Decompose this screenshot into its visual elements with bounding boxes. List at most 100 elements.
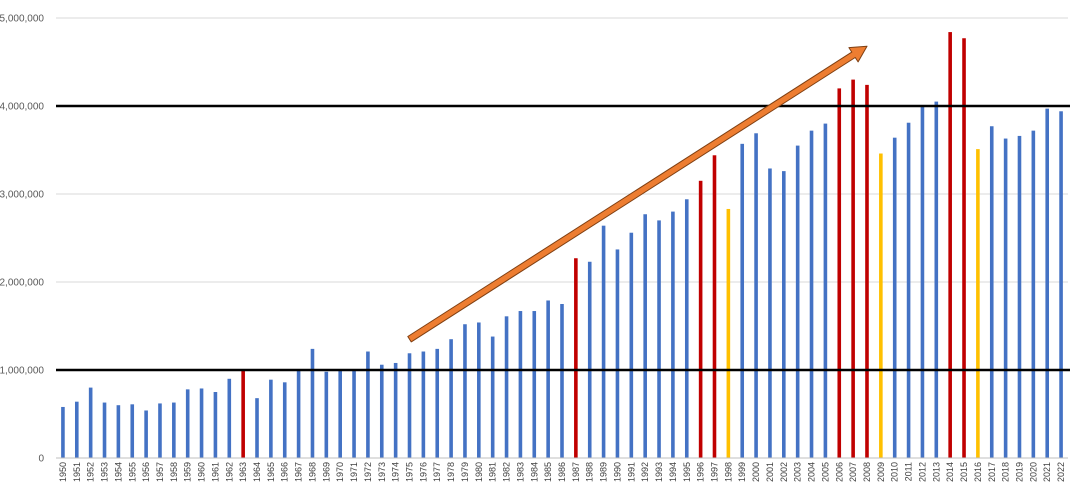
bar-1996: [698, 180, 703, 459]
bar-1998: [726, 208, 731, 458]
bar-1961: [213, 392, 218, 458]
bar-2012: [920, 105, 925, 459]
bar-2018: [1003, 138, 1008, 458]
x-tick-label: 1953: [100, 462, 110, 482]
x-tick-label: 2013: [931, 462, 941, 482]
trend-arrow: [407, 45, 868, 343]
y-tick-label: 2,000,000: [0, 278, 44, 289]
reference-lines: [56, 104, 1070, 372]
x-tick-label: 1997: [709, 462, 719, 482]
y-tick-label: 5,000,000: [0, 14, 44, 25]
bar-1962: [227, 378, 232, 458]
x-tick-label: 1988: [585, 462, 595, 482]
bar-1951: [74, 401, 79, 458]
bar-1985: [546, 300, 550, 458]
trend-arrow-shape: [407, 45, 868, 343]
x-axis: 1950 1951 1952 1953 1954 1955 1956 1957 1958 1959…: [56, 457, 1068, 482]
bar-1957: [158, 403, 162, 458]
bar-1993: [657, 220, 661, 458]
x-tick-label: 2020: [1028, 462, 1038, 482]
bar-1968: [310, 348, 315, 458]
bar-2005: [823, 123, 828, 458]
bar-1981: [490, 336, 495, 458]
y-tick-label: 1,000,000: [0, 366, 44, 377]
bar-1995: [684, 199, 689, 458]
bar-1972: [366, 351, 370, 458]
x-tick-label: 2017: [987, 462, 997, 482]
bar-1980: [477, 322, 481, 458]
y-tick-label: 4,000,000: [0, 102, 44, 113]
x-tick-label: 1963: [238, 462, 248, 482]
bar-2020: [1031, 130, 1036, 458]
x-tick-label: 1999: [737, 462, 747, 482]
bar-1983: [518, 311, 523, 458]
y-tick-label: 0: [38, 454, 44, 465]
x-tick-label: 2022: [1056, 462, 1066, 482]
bar-2019: [1017, 135, 1022, 459]
bar-1989: [601, 225, 606, 458]
bar-1956: [144, 410, 148, 458]
bar-1977: [435, 348, 440, 458]
bar-2008: [865, 84, 869, 458]
bar-1991: [629, 232, 634, 458]
bar-1999: [740, 143, 745, 458]
bar-1967: [296, 370, 301, 458]
x-tick-label: 1978: [446, 462, 456, 482]
x-tick-label: 1998: [723, 462, 733, 482]
x-tick-label: 1996: [696, 462, 706, 482]
bar-1986: [560, 304, 564, 458]
bar-1966: [282, 382, 287, 458]
bar-1958: [172, 402, 176, 458]
bar-1976: [421, 351, 426, 458]
bar-2009: [879, 153, 883, 458]
bar-1990: [615, 249, 620, 458]
x-tick-label: 1976: [418, 462, 428, 482]
bar-1994: [671, 211, 675, 458]
x-tick-label: 1979: [460, 462, 470, 482]
bar-2000: [754, 133, 758, 458]
x-tick-label: 1981: [488, 462, 498, 482]
x-tick-label: 2008: [862, 462, 872, 482]
bar-2006: [837, 88, 842, 459]
y-axis: 0 1,000,000 2,000,000 3,000,000 4,000,000 5,0…: [0, 14, 44, 465]
bar-1955: [130, 404, 135, 458]
bar-1971: [352, 370, 356, 458]
bar-1953: [102, 402, 107, 458]
bar-2002: [782, 171, 786, 458]
x-tick-label: 1966: [280, 462, 290, 482]
bar-1973: [379, 364, 384, 458]
x-tick-label: 1952: [86, 462, 96, 482]
x-tick-label: 2015: [959, 462, 969, 482]
bar-1970: [338, 370, 342, 458]
bar-1965: [269, 379, 273, 458]
bar-2021: [1045, 108, 1050, 458]
bar-1960: [199, 388, 204, 458]
bar-2013: [934, 101, 939, 458]
bar-1997: [712, 155, 717, 458]
bar-2010: [892, 137, 897, 458]
x-tick-label: 1954: [113, 462, 123, 482]
x-tick-label: 1994: [668, 462, 678, 482]
x-tick-label: 2005: [820, 462, 830, 482]
x-tick-label: 1958: [169, 462, 179, 482]
bar-1979: [463, 324, 467, 458]
x-tick-label: 1972: [363, 462, 373, 482]
bar-1988: [587, 261, 592, 458]
x-tick-label: 2018: [1001, 462, 1011, 482]
x-tick-label: 1964: [252, 462, 262, 482]
x-tick-label: 1968: [307, 462, 317, 482]
bar-1974: [393, 362, 398, 458]
x-tick-label: 2003: [793, 462, 803, 482]
x-tick-label: 2001: [765, 462, 775, 482]
x-tick-label: 2019: [1014, 462, 1024, 482]
x-tick-label: 1962: [224, 462, 234, 482]
bar-1987: [574, 258, 578, 458]
bar-1952: [88, 387, 93, 458]
x-tick-label: 1956: [141, 462, 151, 482]
bar-1969: [324, 371, 329, 458]
x-tick-label: 2007: [848, 462, 858, 482]
x-tick-label: 1974: [391, 462, 401, 482]
bar-2015: [962, 38, 966, 459]
x-tick-label: 1993: [654, 462, 664, 482]
